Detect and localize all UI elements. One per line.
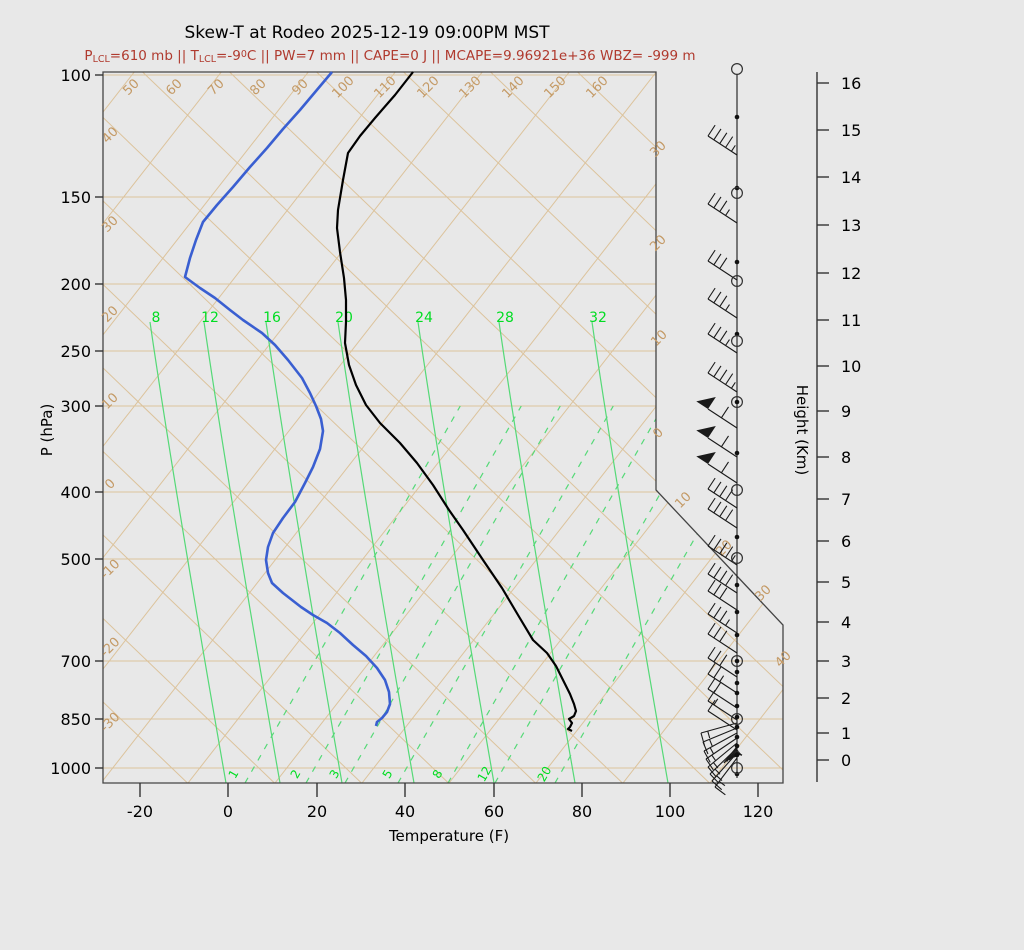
svg-text:32: 32 [589, 310, 607, 326]
svg-text:0: 0 [223, 802, 233, 821]
svg-text:12: 12 [841, 264, 861, 283]
svg-text:8: 8 [152, 310, 161, 326]
temperature-curve [335, 71, 578, 732]
svg-text:Height (Km): Height (Km) [793, 385, 811, 476]
svg-text:1: 1 [841, 724, 851, 743]
svg-text:2: 2 [288, 767, 304, 781]
svg-text:80: 80 [247, 76, 269, 98]
svg-text:5: 5 [380, 767, 396, 781]
wind-barb-column [696, 62, 743, 796]
svg-text:0: 0 [841, 751, 851, 770]
svg-text:14: 14 [841, 168, 861, 187]
svg-text:24: 24 [415, 310, 433, 326]
svg-text:100: 100 [329, 73, 357, 101]
svg-text:-10: -10 [98, 557, 124, 583]
svg-text:50: 50 [120, 76, 142, 98]
svg-text:20: 20 [307, 802, 327, 821]
skewt-grid [103, 72, 783, 783]
svg-text:100: 100 [60, 66, 91, 85]
svg-text:-20: -20 [127, 802, 153, 821]
svg-text:20: 20 [647, 232, 669, 254]
svg-text:850: 850 [60, 710, 91, 729]
svg-text:16: 16 [263, 310, 281, 326]
svg-text:60: 60 [484, 802, 504, 821]
svg-text:400: 400 [60, 483, 91, 502]
svg-text:70: 70 [205, 76, 227, 98]
svg-text:15: 15 [841, 121, 861, 140]
svg-text:0: 0 [650, 425, 666, 441]
svg-text:12: 12 [201, 310, 219, 326]
svg-text:10: 10 [648, 327, 670, 349]
svg-text:3: 3 [841, 652, 851, 671]
svg-text:12: 12 [475, 764, 495, 784]
svg-text:9: 9 [841, 402, 851, 421]
svg-text:6: 6 [841, 532, 851, 551]
svg-text:Temperature (F): Temperature (F) [388, 827, 509, 845]
svg-text:0: 0 [102, 476, 118, 492]
chart-title: Skew-T at Rodeo 2025-12-19 09:00PM MST [184, 23, 550, 43]
svg-text:28: 28 [496, 310, 514, 326]
plot-border [102, 71, 784, 784]
svg-text:8: 8 [430, 767, 446, 781]
svg-text:250: 250 [60, 342, 91, 361]
svg-text:30: 30 [752, 582, 774, 604]
svg-text:1: 1 [226, 767, 242, 781]
svg-text:P (hPa): P (hPa) [38, 404, 56, 457]
svg-text:40: 40 [395, 802, 415, 821]
svg-text:150: 150 [60, 188, 91, 207]
svg-text:2: 2 [841, 689, 851, 708]
svg-text:-20: -20 [98, 635, 124, 661]
svg-text:8: 8 [841, 448, 851, 467]
grid-line-labels: 50 60 70 80 90 100 110 120 130 140 150 160403020100… [98, 73, 795, 784]
svg-text:500: 500 [60, 550, 91, 569]
svg-text:100: 100 [655, 802, 686, 821]
svg-text:140: 140 [499, 73, 527, 101]
svg-text:10: 10 [672, 489, 694, 511]
svg-text:16: 16 [841, 74, 861, 93]
svg-text:40: 40 [772, 648, 794, 670]
dewpoint-curve [183, 71, 392, 727]
svg-text:10: 10 [841, 357, 861, 376]
svg-text:160: 160 [583, 73, 611, 101]
svg-text:200: 200 [60, 275, 91, 294]
svg-text:20: 20 [535, 764, 555, 784]
svg-text:-30: -30 [98, 710, 124, 736]
svg-text:1000: 1000 [50, 759, 91, 778]
svg-text:120: 120 [743, 802, 774, 821]
svg-text:7: 7 [841, 490, 851, 509]
svg-text:700: 700 [60, 652, 91, 671]
svg-text:80: 80 [572, 802, 592, 821]
svg-text:11: 11 [841, 311, 861, 330]
svg-text:300: 300 [60, 397, 91, 416]
svg-text:20: 20 [335, 310, 353, 326]
svg-text:4: 4 [841, 613, 851, 632]
svg-text:130: 130 [456, 73, 484, 101]
chart-subtitle: PLCL=610 mb || TLCL=-90C || PW=7 mm || C… [84, 48, 695, 65]
svg-text:5: 5 [841, 573, 851, 592]
svg-text:13: 13 [841, 216, 861, 235]
svg-text:90: 90 [289, 76, 311, 98]
svg-text:120: 120 [414, 73, 442, 101]
